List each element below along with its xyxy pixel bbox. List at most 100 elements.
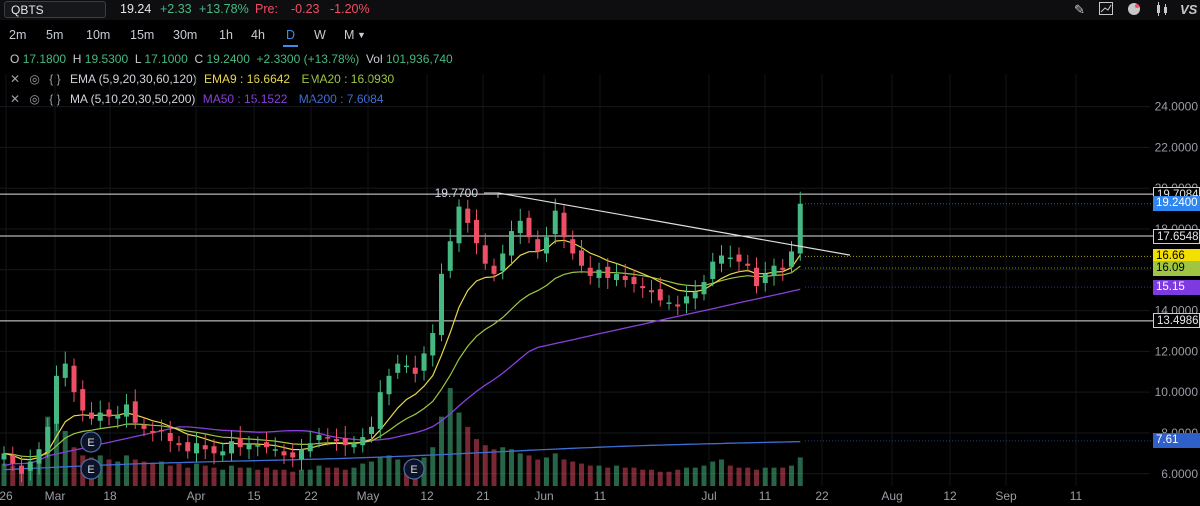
candle-body bbox=[622, 275, 628, 280]
volume-bar bbox=[535, 459, 541, 486]
volume-bar bbox=[115, 461, 121, 486]
symbol-input[interactable]: QBTS bbox=[4, 1, 106, 18]
candle-body bbox=[89, 412, 94, 419]
volume-bar bbox=[132, 459, 138, 486]
candle-body bbox=[115, 414, 121, 419]
candle-body bbox=[491, 265, 497, 274]
candle-body bbox=[124, 404, 129, 417]
earnings-marker bbox=[403, 458, 425, 480]
timeframe-30m[interactable]: 30m bbox=[173, 28, 198, 42]
volume-bar bbox=[404, 463, 409, 486]
code-icon[interactable]: { } bbox=[49, 92, 61, 106]
candle-body bbox=[237, 438, 243, 448]
timeframe-10m[interactable]: 10m bbox=[86, 28, 111, 42]
volume-bar bbox=[272, 469, 278, 486]
volume-bar bbox=[54, 412, 59, 486]
price-axis-tick: 6.0000 bbox=[1161, 467, 1198, 481]
volume-bar bbox=[202, 465, 208, 486]
ma-indicator-name: MA (5,10,20,30,50,200) bbox=[69, 92, 196, 106]
time-axis-tick: 22 bbox=[815, 489, 829, 503]
pencil-icon[interactable]: ✎ bbox=[1074, 2, 1085, 17]
time-axis-tick: 12 bbox=[420, 489, 434, 503]
chart-icon[interactable] bbox=[1099, 2, 1113, 18]
close-icon[interactable]: ✕ bbox=[10, 72, 21, 86]
compare-button[interactable]: VS bbox=[1180, 2, 1198, 17]
volume-bar bbox=[754, 469, 759, 486]
candle-body bbox=[421, 353, 427, 371]
volume-bar bbox=[211, 467, 217, 486]
eye-icon[interactable]: ◎ bbox=[29, 72, 40, 86]
volume-bar bbox=[89, 457, 94, 486]
volume-bar bbox=[194, 463, 199, 486]
timeframe-5m[interactable]: 5m bbox=[46, 28, 64, 42]
timeframe-15m[interactable]: 15m bbox=[130, 28, 155, 42]
volume-bar bbox=[176, 463, 182, 486]
candles-icon[interactable] bbox=[1155, 2, 1169, 19]
candle-body bbox=[342, 438, 348, 446]
volume-bar bbox=[456, 412, 462, 486]
code-icon[interactable]: { } bbox=[49, 72, 61, 86]
volume-bar bbox=[10, 465, 16, 486]
volume-bar bbox=[80, 455, 86, 486]
timeframe-w[interactable]: W bbox=[314, 28, 326, 42]
timeframe-1h[interactable]: 1h bbox=[219, 28, 233, 42]
volume-bar bbox=[185, 467, 191, 486]
candle-body bbox=[587, 267, 593, 276]
time-axis-tick: 22 bbox=[304, 489, 318, 503]
candle-body bbox=[229, 441, 234, 454]
high-value: 19.5300 bbox=[84, 52, 129, 66]
volume-bar bbox=[369, 461, 374, 486]
candle-body bbox=[675, 304, 681, 307]
ma200-line bbox=[3, 440, 801, 471]
trendline bbox=[497, 192, 851, 256]
candle-body bbox=[570, 239, 576, 254]
candle-body bbox=[657, 289, 663, 301]
volume-bar bbox=[281, 469, 287, 486]
volume-bar bbox=[124, 455, 129, 486]
volume-bar bbox=[509, 449, 514, 486]
timeframe-m[interactable]: M bbox=[344, 28, 355, 42]
premarket-change-pct: -1.20% bbox=[330, 2, 370, 16]
timeframe-d[interactable]: D bbox=[282, 24, 299, 47]
volume-bar bbox=[159, 461, 164, 486]
candle-body bbox=[727, 257, 733, 260]
candle-body bbox=[614, 273, 619, 280]
volume-bar bbox=[745, 467, 751, 486]
chevron-down-icon[interactable]: ▼ bbox=[357, 30, 366, 40]
volume-bar bbox=[631, 467, 637, 486]
timeframe-4h[interactable]: 4h bbox=[251, 28, 265, 42]
candle-body bbox=[509, 231, 514, 256]
volume-bar bbox=[465, 426, 471, 486]
open-label: O bbox=[10, 52, 20, 66]
eye-icon[interactable]: ◎ bbox=[29, 92, 40, 106]
candle-body bbox=[141, 424, 147, 429]
volume-bar bbox=[491, 449, 497, 486]
time-axis-tick: 26 bbox=[0, 489, 13, 503]
volume-bar bbox=[255, 469, 261, 486]
volume-bar bbox=[439, 416, 444, 486]
candle-body bbox=[10, 455, 16, 464]
price-change: +2.33 bbox=[160, 2, 192, 16]
candle-body bbox=[211, 446, 217, 454]
close-icon[interactable]: ✕ bbox=[10, 92, 21, 106]
volume-bar bbox=[666, 471, 672, 486]
candle-body bbox=[762, 273, 768, 284]
candle-body bbox=[97, 412, 103, 421]
candle-body bbox=[500, 253, 506, 271]
volume-bar bbox=[605, 467, 611, 486]
volume-bar bbox=[150, 463, 156, 486]
candle-body bbox=[194, 443, 199, 454]
palette-icon[interactable] bbox=[1127, 2, 1141, 19]
candle-body bbox=[334, 439, 339, 442]
time-axis-tick: Sep bbox=[995, 489, 1017, 503]
volume-bar bbox=[377, 457, 383, 486]
candle-body bbox=[159, 429, 164, 432]
volume-bar bbox=[290, 471, 296, 486]
timeframe-2m[interactable]: 2m bbox=[9, 28, 27, 42]
candle-body bbox=[1, 453, 7, 460]
open-value: 17.1800 bbox=[22, 52, 67, 66]
volume-bar bbox=[334, 467, 339, 486]
ema20-value: EMA20 : 16.0930 bbox=[301, 72, 395, 86]
candle-body bbox=[439, 273, 444, 336]
candle-body bbox=[71, 365, 77, 393]
